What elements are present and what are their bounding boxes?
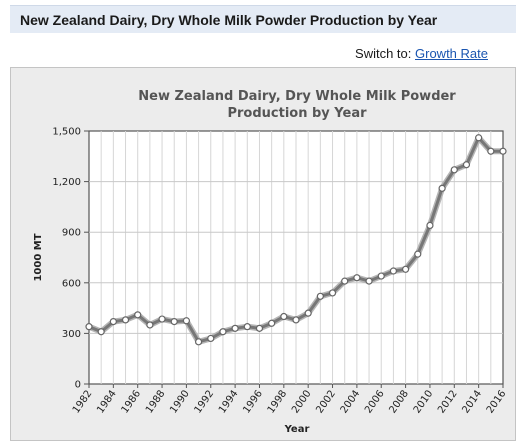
data-point [121, 316, 130, 324]
data-point [316, 292, 324, 300]
data-point [243, 323, 251, 331]
data-point [109, 317, 117, 326]
y-tick-label: 600 [62, 278, 81, 289]
data-point [280, 312, 288, 321]
x-tick-label: 1994 [217, 388, 241, 415]
data-point [304, 309, 312, 317]
chart-title: New Zealand Dairy, Dry Whole Milk Powder… [138, 89, 456, 121]
x-tick-label: 1998 [266, 388, 290, 415]
chart-title-line: Production by Year [227, 106, 367, 121]
grid-lines [89, 131, 503, 384]
x-axis-label: Year [284, 424, 310, 435]
x-tick-label: 1996 [241, 388, 265, 415]
chart-frame: New Zealand Dairy, Dry Whole Milk Powder… [10, 67, 516, 441]
data-point [341, 277, 349, 285]
data-point [85, 323, 93, 331]
page-header: New Zealand Dairy, Dry Whole Milk Powder… [10, 5, 516, 33]
x-tick-label: 2004 [339, 388, 363, 415]
y-tick-label: 900 [62, 228, 81, 239]
x-tick-label: 2006 [363, 388, 387, 415]
x-tick-label: 2010 [412, 388, 436, 415]
x-tick-label: 2014 [460, 388, 484, 415]
data-point [231, 324, 239, 332]
page-title: New Zealand Dairy, Dry Whole Milk Powder… [20, 12, 438, 28]
x-tick-label: 2012 [436, 388, 460, 415]
chart-title-line: New Zealand Dairy, Dry Whole Milk Powder [138, 89, 456, 104]
x-tick-label: 2002 [314, 388, 338, 415]
data-point [353, 274, 361, 282]
y-tick-label: 300 [62, 329, 81, 340]
data-point [170, 317, 178, 326]
data-point [158, 315, 166, 323]
data-point [365, 277, 373, 285]
data-point [97, 328, 105, 336]
data-point [292, 316, 300, 324]
y-tick-label: 1,200 [52, 177, 81, 188]
y-axis-label: 1000 MT [33, 233, 44, 281]
x-tick-label: 2000 [290, 388, 314, 415]
data-point [194, 338, 203, 346]
data-point [401, 265, 410, 273]
data-point [462, 161, 471, 169]
data-point [207, 334, 215, 343]
x-tick-label: 1988 [144, 388, 168, 415]
data-point [438, 184, 446, 192]
data-point [219, 328, 227, 336]
y-tick-label: 0 [75, 380, 81, 391]
data-point [389, 267, 398, 275]
data-point [182, 317, 191, 325]
data-point [450, 166, 458, 174]
x-tick-label: 2008 [387, 388, 411, 415]
data-point [487, 147, 495, 155]
growth-rate-link[interactable]: Growth Rate [415, 46, 488, 61]
x-tick-label: 1986 [120, 388, 144, 415]
data-point [377, 272, 385, 280]
line-chart: New Zealand Dairy, Dry Whole Milk Powder… [33, 89, 509, 435]
data-point [328, 289, 337, 297]
x-tick-label: 1984 [95, 388, 119, 415]
data-point [426, 221, 434, 230]
x-tick-label: 2016 [485, 388, 509, 415]
data-series [85, 134, 507, 346]
x-tick-label: 1992 [193, 388, 217, 415]
x-axis-ticks: 1982 1984 1986 1988 1990 1992 1994 1996 1998 2000… [71, 384, 509, 416]
data-point [255, 324, 264, 332]
x-tick-label: 1990 [168, 388, 192, 415]
data-point [268, 319, 276, 327]
x-tick-label: 1982 [71, 388, 95, 415]
data-point [414, 250, 422, 258]
data-point [134, 311, 142, 319]
y-axis-ticks: 0 300 600 900 1,200 1,500 [52, 127, 89, 391]
switch-control: Switch to: Growth Rate [355, 46, 488, 61]
data-point [475, 134, 483, 142]
y-tick-label: 1,500 [52, 127, 81, 138]
switch-label: Switch to: [355, 46, 412, 61]
data-point [146, 321, 154, 329]
data-point [499, 147, 507, 155]
